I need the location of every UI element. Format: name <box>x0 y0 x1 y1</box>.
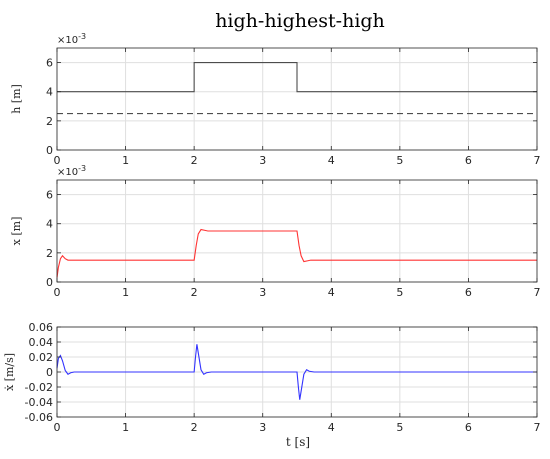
x-tick-label: 6 <box>465 154 472 167</box>
x-axis-label: t [s] <box>286 435 310 449</box>
figure-title: high-highest-high <box>215 10 385 32</box>
y-tick-label: 0 <box>46 144 53 157</box>
y-tick-label: 0.02 <box>29 351 54 364</box>
axes-frame <box>56 47 538 151</box>
series-line-h-0 <box>57 62 537 93</box>
y-tick-label: 4 <box>46 86 53 99</box>
y-tick-label: 0 <box>46 276 53 289</box>
subplot-h: 0 1 2 3 4 5 6 7 0 2 4 6 h [m] ×10-3 <box>10 32 541 167</box>
y-tick-label: -0.04 <box>25 396 53 409</box>
y-tick-label: 0 <box>46 366 53 379</box>
series-line-x-0 <box>56 228 537 278</box>
y-axis-label: x [m] <box>10 217 23 246</box>
x-tick-label: 3 <box>259 154 266 167</box>
x-tick-label: 4 <box>328 154 335 167</box>
y-axis-label: ẋ [m/s] <box>3 353 16 391</box>
series-line-xdot-0 <box>56 344 537 400</box>
y-tick-label: -0.02 <box>25 381 53 394</box>
x-tick-label: 0 <box>54 286 61 299</box>
x-tick-label: 0 <box>54 421 61 434</box>
y-tick-label: -0.06 <box>25 411 53 424</box>
y-tick-label: 6 <box>46 189 53 202</box>
subplot-xdot: 0 1 2 3 4 5 6 7 -0.06 -0.04 -0.02 0 0.02 0.04 0.06 ẋ [m… <box>3 321 541 434</box>
axis-exponent: ×10-3 <box>57 32 86 46</box>
x-tick-label: 0 <box>54 154 61 167</box>
x-tick-label: 4 <box>328 421 335 434</box>
x-tick-label: 2 <box>191 421 198 434</box>
x-tick-label: 1 <box>122 286 129 299</box>
x-tick-label: 2 <box>191 154 198 167</box>
x-tick-label: 4 <box>328 286 335 299</box>
y-tick-label: 4 <box>46 218 53 231</box>
axes-frame <box>56 179 538 283</box>
x-tick-label: 5 <box>396 154 403 167</box>
x-tick-label: 5 <box>396 421 403 434</box>
y-axis-label: h [m] <box>10 84 23 114</box>
axis-exponent: ×10-3 <box>57 164 86 178</box>
x-tick-label: 7 <box>534 421 541 434</box>
x-tick-label: 1 <box>122 421 129 434</box>
x-tick-label: 3 <box>259 421 266 434</box>
x-tick-label: 7 <box>534 154 541 167</box>
x-tick-label: 3 <box>259 286 266 299</box>
x-tick-label: 6 <box>465 421 472 434</box>
x-tick-label: 6 <box>465 286 472 299</box>
y-tick-label: 2 <box>46 115 53 128</box>
x-tick-label: 1 <box>122 154 129 167</box>
x-tick-label: 7 <box>534 286 541 299</box>
subplot-x: 0 1 2 3 4 5 6 7 0 2 4 6 x [m] ×10-3 <box>10 164 541 299</box>
y-tick-label: 2 <box>46 247 53 260</box>
x-tick-label: 2 <box>191 286 198 299</box>
y-tick-label: 0.06 <box>29 321 54 334</box>
y-tick-label: 6 <box>46 57 53 70</box>
y-tick-label: 0.04 <box>29 336 54 349</box>
x-tick-label: 5 <box>396 286 403 299</box>
